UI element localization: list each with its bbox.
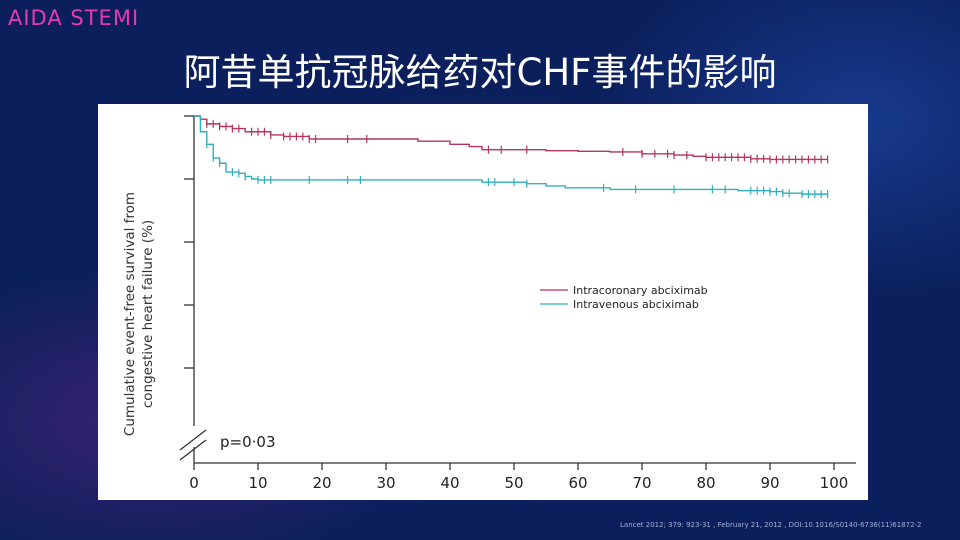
legend: Intracoronary abciximab Intravenous abci… — [540, 284, 708, 311]
axes — [179, 116, 856, 464]
series-layer — [194, 115, 829, 199]
x-tick-label: 60 — [568, 474, 587, 492]
x-tick-label: 20 — [312, 474, 331, 492]
y-ticks — [184, 115, 194, 369]
x-tick-label: 100 — [820, 474, 849, 492]
legend-label-intracoronary: Intracoronary abciximab — [573, 284, 708, 297]
x-tick-label: 70 — [632, 474, 651, 492]
y-axis-title: Cumulative event-free survival from conge… — [122, 192, 156, 436]
x-tick-label: 0 — [189, 474, 199, 492]
slide-tag: AIDA STEMI — [8, 6, 140, 30]
x-tick-label: 80 — [696, 474, 715, 492]
x-tick-label: 50 — [504, 474, 523, 492]
x-tick-label: 30 — [376, 474, 395, 492]
p-value-annotation: p=0·03 — [220, 433, 276, 451]
x-ticks: 0 10 20 30 40 50 60 70 80 90 100 — [189, 463, 848, 492]
legend-label-intravenous: Intravenous abciximab — [573, 298, 699, 311]
slide-title: 阿昔单抗冠脉给药对CHF事件的影响 — [183, 51, 777, 94]
citation: Lancet 2012; 379: 923-31 , February 21, … — [620, 521, 922, 529]
axis-break-mark — [179, 439, 207, 461]
x-tick-label: 10 — [248, 474, 267, 492]
axis-break-mark — [179, 429, 207, 451]
series-line-intravenous — [194, 115, 828, 195]
x-tick-label: 90 — [760, 474, 779, 492]
chart-panel: Cumulative event-free survival from conge… — [98, 104, 868, 500]
km-chart: Cumulative event-free survival from conge… — [122, 115, 856, 492]
x-tick-label: 40 — [440, 474, 459, 492]
series-line-intracoronary — [194, 115, 828, 161]
